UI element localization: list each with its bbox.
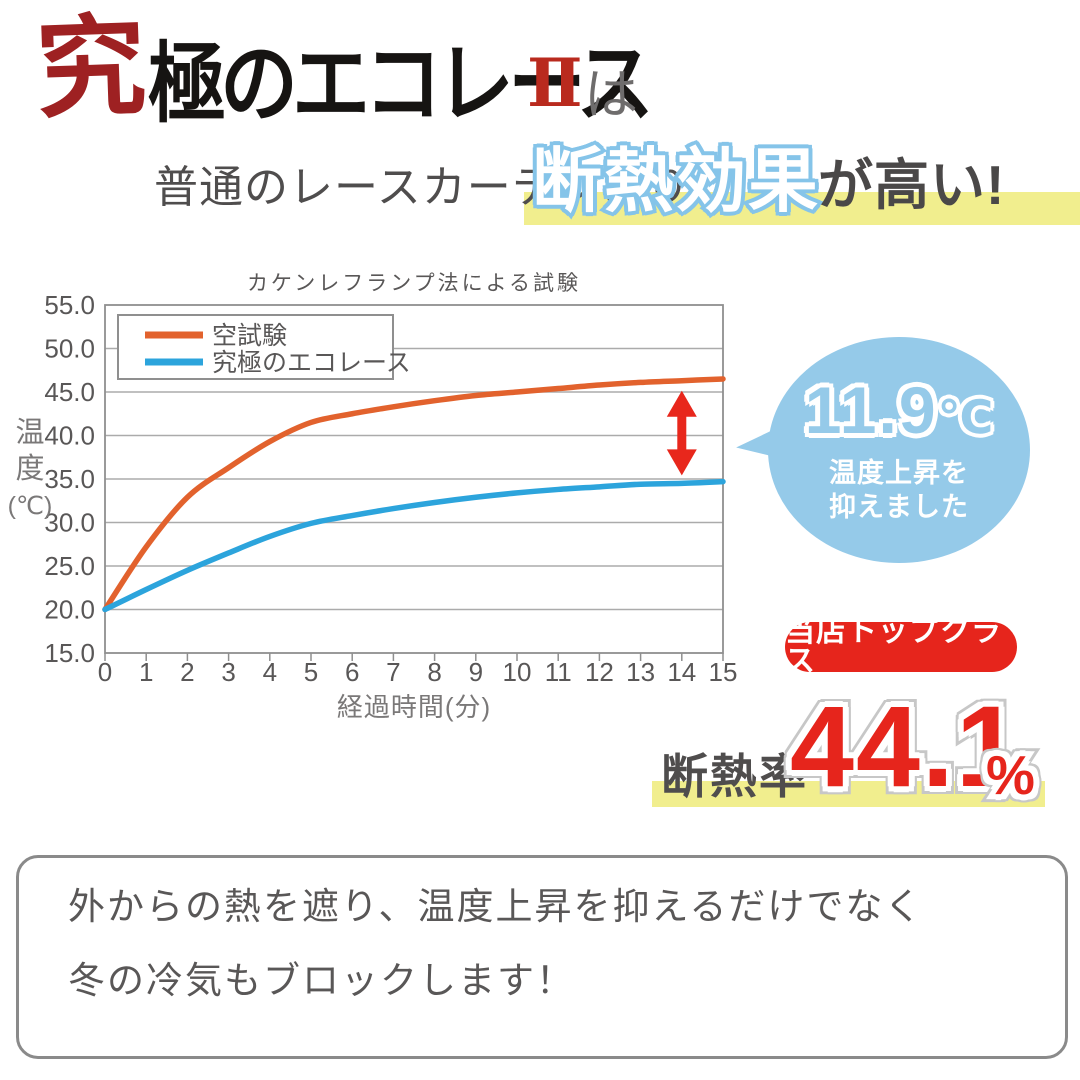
svg-text:9: 9 <box>469 657 483 687</box>
svg-text:11: 11 <box>545 657 572 687</box>
svg-text:空試験: 空試験 <box>212 322 287 350</box>
headline-highlight-outline: 断熱効果 <box>529 142 822 220</box>
svg-text:13: 13 <box>626 657 655 687</box>
svg-text:7: 7 <box>386 657 400 687</box>
insulation-rate-unit-outline2: % <box>978 740 1043 811</box>
insulation-rate-unit-text: % <box>986 744 1037 806</box>
footer-note-line1: 外からの熱を遮り、温度上昇を抑えるだけでなく <box>68 886 924 927</box>
callout-unit: ℃ <box>937 391 994 444</box>
product-logo: 究 極のエコレース Ⅱ は <box>0 0 1080 150</box>
svg-text:15.0: 15.0 <box>44 638 95 668</box>
insulation-rate-value-outline2: 44.1 <box>782 682 1028 813</box>
headline-highlight-text: 断熱効果 <box>532 142 820 220</box>
headline-prefix: 普通のレースカーテンより <box>154 163 691 212</box>
headline-highlight-band <box>524 192 1080 225</box>
footer-note-box <box>16 855 1068 1059</box>
svg-text:45.0: 45.0 <box>44 377 95 407</box>
top-class-badge-label: 当店トップクラス <box>785 615 1002 678</box>
callout-line1: 温度上昇を <box>829 458 969 489</box>
svg-text:2: 2 <box>180 657 194 687</box>
svg-text:8: 8 <box>427 657 441 687</box>
svg-text:30.0: 30.0 <box>44 508 95 538</box>
svg-text:10: 10 <box>503 657 532 687</box>
svg-text:55.0: 55.0 <box>44 290 95 320</box>
svg-text:4: 4 <box>263 657 277 687</box>
svg-text:(℃): (℃) <box>8 492 53 520</box>
insulation-rate-unit-outline1: % <box>981 743 1040 808</box>
svg-text:度: 度 <box>15 452 44 485</box>
svg-text:40.0: 40.0 <box>44 421 95 451</box>
svg-text:6: 6 <box>345 657 359 687</box>
svg-text:0: 0 <box>98 657 112 687</box>
svg-text:カケンレフランプ法による試験: カケンレフランプ法による試験 <box>247 272 581 295</box>
headline-suffix: が高い! <box>818 154 1006 216</box>
stats-highlight-bar <box>652 781 1045 807</box>
svg-text:20.0: 20.0 <box>44 595 95 625</box>
speech-bubble: 11.9℃ 温度上昇を 抑えました <box>768 337 1030 563</box>
footer-note-line2: 冬の冷気もブロックします！ <box>68 960 575 1001</box>
svg-text:50.0: 50.0 <box>44 334 95 364</box>
logo-numeral: Ⅱ <box>527 48 583 121</box>
temperature-chart: 15.0 20.0 25.0 30.0 35.0 40.0 45.0 50.0 55.0 0 1 2 3… <box>0 256 760 736</box>
svg-text:12: 12 <box>585 657 614 687</box>
logo-particle: は <box>584 65 638 125</box>
temperature-chart-svg: 15.020.025.030.035.040.045.050.055.00 1 2 3… <box>8 272 738 722</box>
svg-text:14: 14 <box>667 657 696 687</box>
svg-text:1: 1 <box>139 657 153 687</box>
svg-text:3: 3 <box>221 657 235 687</box>
insulation-rate-label: 断熱率 <box>661 750 808 803</box>
insulation-rate-value-outline1: 44.1 <box>785 683 1025 811</box>
callout-value-row: 11.9℃ <box>805 377 994 443</box>
callout-line2: 抑えました <box>829 492 969 522</box>
top-class-badge: 当店トップクラス <box>785 617 1017 677</box>
logo-accent-char: 究 <box>33 5 149 132</box>
logo-main-text: 極のエコレース <box>148 34 654 133</box>
svg-text:経過時間(分): 経過時間(分) <box>337 692 491 722</box>
insulation-rate-value-text: 44.1 <box>790 683 1022 811</box>
callout-value: 11.9 <box>804 373 938 448</box>
svg-text:究極のエコレース: 究極のエコレース <box>212 349 411 377</box>
svg-text:25.0: 25.0 <box>44 551 95 581</box>
svg-text:35.0: 35.0 <box>44 464 95 494</box>
svg-text:15: 15 <box>709 657 738 687</box>
svg-text:温: 温 <box>15 417 44 449</box>
svg-text:5: 5 <box>304 657 318 687</box>
